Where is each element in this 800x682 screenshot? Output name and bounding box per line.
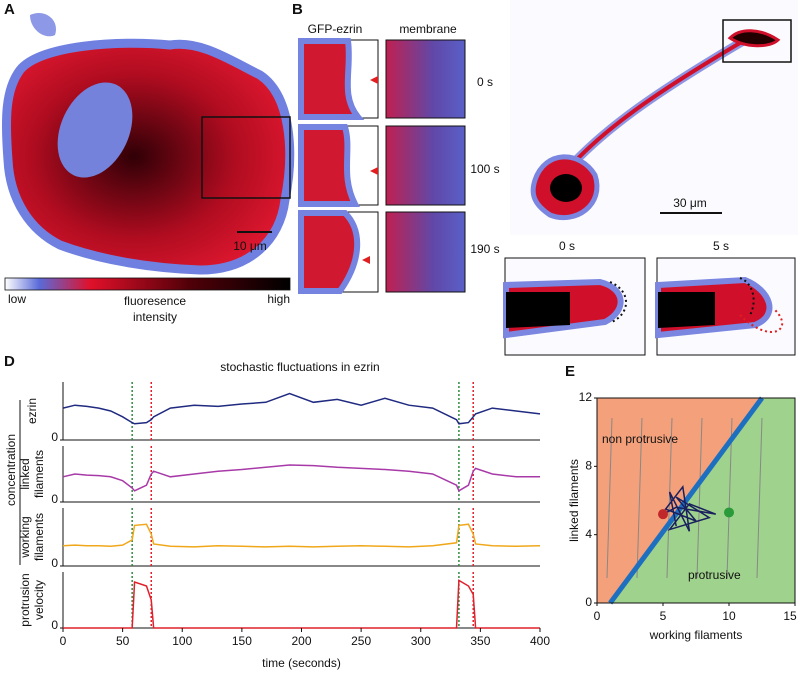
fixed-point — [658, 509, 668, 520]
colorbar-high: high — [267, 292, 290, 306]
time-label: 100 s — [470, 162, 499, 176]
region-label: protrusive — [688, 568, 741, 582]
y-axis-label: filaments — [32, 513, 46, 561]
y-axis-label: linked filaments — [567, 459, 581, 542]
colorbar-low: low — [8, 292, 26, 306]
trace — [62, 464, 540, 492]
y-axis-label: ezrin — [25, 398, 39, 424]
y-axis-label: filaments — [32, 450, 46, 498]
plot-frame — [596, 397, 796, 604]
panel-a-image — [1, 12, 295, 291]
scale-bar-label: 30 μm — [673, 196, 707, 210]
colorbar-title: fluoresence — [124, 294, 186, 308]
x-axis-label: working filaments — [649, 628, 743, 642]
y-tick-label: 8 — [585, 459, 592, 473]
panel-c-image — [503, 0, 798, 356]
y-tick-label: 0 — [51, 556, 58, 570]
y-axis-label: working — [18, 516, 32, 558]
x-tick-label: 5 — [660, 609, 667, 623]
y-axis-label: protrusion — [18, 573, 32, 626]
y-tick-label: 0 — [51, 430, 58, 444]
y-tick-label: 4 — [585, 527, 592, 541]
x-axis-label: time (seconds) — [262, 656, 341, 670]
x-tick-label: 100 — [172, 634, 192, 648]
trajectory — [662, 484, 717, 532]
x-tick-label: 0 — [594, 609, 601, 623]
panel-label: E — [565, 363, 575, 380]
fixed-point — [724, 507, 734, 518]
column-label: membrane — [399, 22, 457, 36]
flow-arrow — [696, 417, 703, 579]
flow-arrow — [606, 417, 613, 579]
x-tick-label: 15 — [783, 609, 797, 623]
region — [610, 398, 795, 603]
flow-arrow — [636, 417, 643, 579]
time-label: 190 s — [470, 242, 499, 256]
y-tick-label: 0 — [51, 492, 58, 506]
column-label: GFP-ezrin — [308, 22, 363, 36]
trace — [62, 523, 541, 548]
y-tick-label: 0 — [51, 618, 58, 632]
region-label: non protrusive — [602, 432, 678, 446]
flow-arrow — [756, 417, 763, 579]
scale-bar-label: 10 μm — [233, 239, 267, 253]
trace — [62, 392, 541, 425]
y-tick-label: 12 — [579, 390, 593, 404]
panel-b-images — [298, 38, 466, 294]
time-label: 5 s — [713, 239, 729, 253]
x-tick-label: 0 — [60, 634, 67, 648]
x-tick-label: 150 — [232, 634, 252, 648]
panel-label: B — [292, 1, 303, 18]
y-tick-label: 0 — [585, 595, 592, 609]
boundary — [608, 396, 765, 605]
flow-arrow — [726, 417, 733, 579]
x-tick-label: 300 — [411, 634, 431, 648]
x-tick-label: 400 — [530, 634, 550, 648]
group-label: concentration — [4, 434, 18, 506]
panel-title: stochastic fluctuations in ezrin — [220, 360, 379, 374]
flow-arrow — [666, 417, 673, 579]
x-tick-label: 350 — [470, 634, 490, 648]
trace — [63, 579, 540, 629]
x-tick-label: 50 — [116, 634, 130, 648]
x-tick-label: 200 — [291, 634, 311, 648]
panel-label: A — [4, 1, 15, 18]
y-axis-label: linked — [18, 458, 32, 489]
panel-label: D — [4, 353, 15, 370]
colorbar-title: intensity — [133, 310, 177, 324]
x-tick-label: 250 — [351, 634, 371, 648]
y-axis-label: velocity — [32, 580, 46, 620]
x-tick-label: 10 — [722, 609, 736, 623]
time-label: 0 s — [559, 239, 575, 253]
time-label: 0 s — [477, 75, 493, 89]
